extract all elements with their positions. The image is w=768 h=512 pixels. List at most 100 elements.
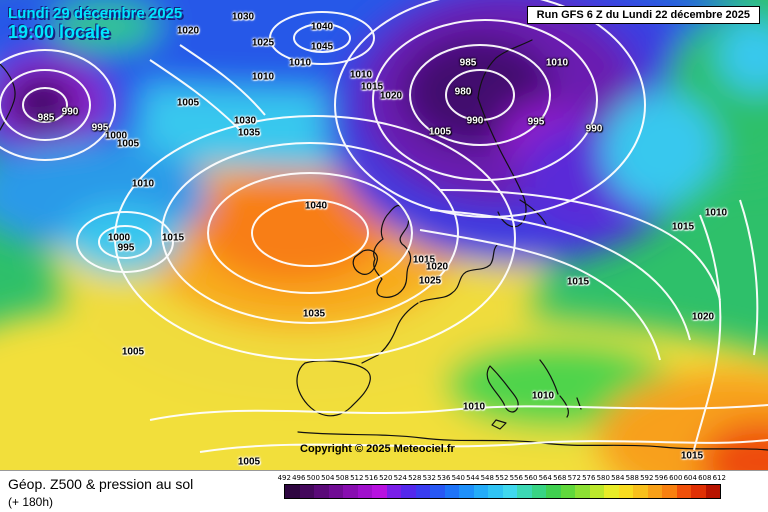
legend-color-cell: [705, 485, 720, 498]
pressure-label: 1005: [176, 97, 200, 109]
map-datetime: Lundi 29 décembre 2025 19:00 locale: [8, 5, 182, 43]
pressure-label: 985: [459, 57, 477, 69]
legend-color-cell: [285, 485, 300, 498]
pressure-label: 1020: [691, 311, 715, 323]
pressure-label: 1005: [121, 346, 145, 358]
legend-value: 552: [495, 474, 509, 482]
pressure-label: 1020: [379, 90, 403, 102]
legend-value: 512: [350, 474, 364, 482]
legend-color-cell: [560, 485, 575, 498]
color-scale-legend: 492 496 500 504 508 512 516 520 524 528 532 536 540 5…: [278, 474, 727, 499]
legend-value: 560: [524, 474, 538, 482]
pressure-label: 1015: [412, 254, 436, 266]
legend-value: 516: [364, 474, 378, 482]
legend-color-cell: [604, 485, 619, 498]
legend-values-row: 492 496 500 504 508 512 516 520 524 528 532 536 540 5…: [277, 474, 727, 483]
map-area: Lundi 29 décembre 2025 19:00 locale Run …: [0, 0, 768, 470]
copyright-label: Copyright © 2025 Meteociel.fr: [300, 443, 455, 455]
legend-color-cell: [401, 485, 416, 498]
pressure-label: 990: [585, 123, 603, 135]
coastlines: [0, 39, 768, 451]
run-info-box: Run GFS 6 Z du Lundi 22 décembre 2025: [526, 6, 760, 24]
legend-color-cell: [647, 485, 662, 498]
legend-color-cell: [372, 485, 387, 498]
pressure-label: 1010: [288, 57, 312, 69]
legend-value: 496: [292, 474, 306, 482]
pressure-label: 1010: [251, 71, 275, 83]
legend-color-cell: [430, 485, 445, 498]
legend-color-cell: [662, 485, 677, 498]
pressure-label: 1040: [310, 21, 334, 33]
legend-color-cell: [546, 485, 561, 498]
legend-value: 584: [611, 474, 625, 482]
pressure-label: 985: [37, 112, 55, 124]
pressure-label: 1005: [116, 138, 140, 150]
pressure-label: 1005: [428, 126, 452, 138]
pressure-label: 1015: [680, 450, 704, 462]
legend-color-strip: [284, 484, 721, 499]
pressure-label: 1010: [462, 401, 486, 413]
pressure-label: 1035: [302, 308, 326, 320]
legend-color-cell: [444, 485, 459, 498]
legend-value: 600: [669, 474, 683, 482]
pressure-label: 1010: [545, 57, 569, 69]
pressure-label: 1045: [310, 41, 334, 53]
legend-value: 592: [640, 474, 654, 482]
legend-value: 540: [451, 474, 465, 482]
legend-color-cell: [343, 485, 358, 498]
legend-value: 576: [582, 474, 596, 482]
map-title: Géop. Z500 & pression au sol: [8, 476, 194, 492]
pressure-label: 980: [454, 86, 472, 98]
legend-color-cell: [589, 485, 604, 498]
pressure-label: 1005: [237, 456, 261, 468]
legend-value: 564: [538, 474, 552, 482]
legend-value: 504: [321, 474, 335, 482]
legend-value: 528: [408, 474, 422, 482]
legend-value: 524: [393, 474, 407, 482]
pressure-label: 1015: [566, 276, 590, 288]
pressure-label: 1025: [251, 37, 275, 49]
pressure-label: 1000: [107, 232, 131, 244]
pressure-label: 1010: [531, 390, 555, 402]
legend-color-cell: [386, 485, 401, 498]
legend-color-cell: [531, 485, 546, 498]
legend-color-cell: [299, 485, 314, 498]
pressure-label: 1020: [425, 261, 449, 273]
forecast-hour-label: (+ 180h): [8, 495, 54, 509]
pressure-label: 995: [527, 116, 545, 128]
legend-color-cell: [488, 485, 503, 498]
legend-value: 508: [335, 474, 349, 482]
legend-color-cell: [415, 485, 430, 498]
legend-color-cell: [618, 485, 633, 498]
legend-value: 520: [379, 474, 393, 482]
legend-color-cell: [502, 485, 517, 498]
legend-value: 556: [509, 474, 523, 482]
pressure-label: 990: [61, 106, 79, 118]
footer-bar: Géop. Z500 & pression au sol (+ 180h) 49…: [0, 470, 768, 512]
pressure-label: 1015: [671, 221, 695, 233]
legend-color-cell: [459, 485, 474, 498]
isobar-contours: [0, 0, 768, 453]
pressure-label: 1030: [233, 115, 257, 127]
legend-value: 492: [277, 474, 291, 482]
legend-color-cell: [575, 485, 590, 498]
legend-value: 500: [306, 474, 320, 482]
legend-color-cell: [633, 485, 648, 498]
map-date-label: Lundi 29 décembre 2025: [8, 5, 183, 22]
pressure-label: 990: [466, 115, 484, 127]
legend-color-cell: [357, 485, 372, 498]
legend-value: 568: [553, 474, 567, 482]
pressure-label: 1010: [704, 207, 728, 219]
pressure-label: 1025: [418, 275, 442, 287]
legend-color-cell: [473, 485, 488, 498]
pressure-label: 1015: [360, 81, 384, 93]
legend-color-cell: [676, 485, 691, 498]
pressure-label: 1030: [231, 11, 255, 23]
legend-value: 596: [654, 474, 668, 482]
legend-value: 544: [466, 474, 480, 482]
pressure-label: 1000: [104, 130, 128, 142]
legend-color-cell: [328, 485, 343, 498]
legend-value: 588: [625, 474, 639, 482]
pressure-label: 1020: [176, 25, 200, 37]
